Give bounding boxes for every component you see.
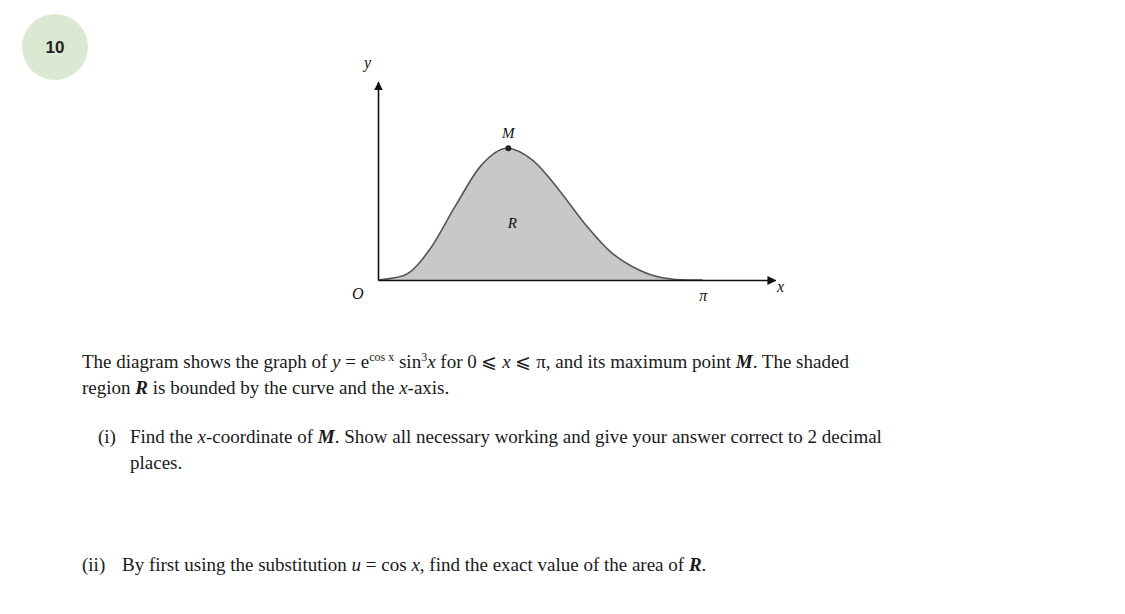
y-axis (378, 82, 379, 280)
text-run: R (688, 554, 702, 575)
region-area (378, 148, 703, 280)
question-badge (22, 14, 88, 80)
text-run: Find the (130, 426, 198, 447)
x-axis-label: x (776, 278, 784, 295)
part-label: (i) (98, 426, 116, 448)
page: 10 π y x O M R The diagram shows the graph of y… (0, 0, 1125, 614)
y-axis-line (378, 82, 380, 280)
paragraph-line: region R is bounded by the curve and the… (82, 377, 449, 398)
text-run: = cos (361, 554, 411, 575)
plot-area (378, 148, 703, 280)
text-run: u (352, 554, 362, 575)
text-run: R (134, 377, 148, 398)
text-run: The diagram shows the graph of (82, 351, 332, 372)
text-run: . Show all necessary working and give yo… (335, 426, 882, 447)
x-axis-line (379, 280, 776, 282)
text-run: -coordinate of (206, 426, 318, 447)
text-run: = e (341, 351, 370, 372)
x-tick: π (699, 280, 708, 304)
part-label: (ii) (82, 554, 105, 576)
paragraph-line: The diagram shows the graph of y = ecos … (82, 350, 849, 372)
text-run: places. (130, 452, 182, 473)
question-number: 10 (46, 38, 65, 57)
text-run: is bounded by the curve and the (148, 377, 399, 398)
part-line: places. (130, 452, 182, 473)
text-run: cos x (369, 350, 394, 364)
x-tick-label: π (699, 287, 708, 304)
text-run: . (702, 554, 707, 575)
part-line: Find the x-coordinate of M. Show all nec… (130, 426, 882, 447)
text-run: y (330, 351, 341, 372)
part-line: By first using the substitution u = cos … (122, 554, 706, 575)
curve (378, 148, 703, 280)
point-label: M (501, 125, 516, 141)
text-run: By first using the substitution (122, 554, 352, 575)
region-label: R (507, 215, 517, 231)
origin-label: O (352, 285, 364, 302)
text-run: for 0 ⩽ (436, 351, 503, 372)
text-run: region (82, 377, 135, 398)
max-point (505, 145, 511, 151)
text-run: M (735, 351, 754, 372)
question-text: The diagram shows the graph of y = ecos … (82, 350, 882, 576)
text-run: . The shaded (753, 351, 850, 372)
text-run: -axis. (408, 377, 450, 398)
text-run: sin (394, 351, 421, 372)
text-run: ⩽ π, and its maximum point (511, 351, 736, 372)
text-run: M (317, 426, 336, 447)
text-run: , find the exact value of the area of (420, 554, 689, 575)
y-axis-label: y (362, 54, 372, 72)
x-axis: π (379, 280, 776, 304)
